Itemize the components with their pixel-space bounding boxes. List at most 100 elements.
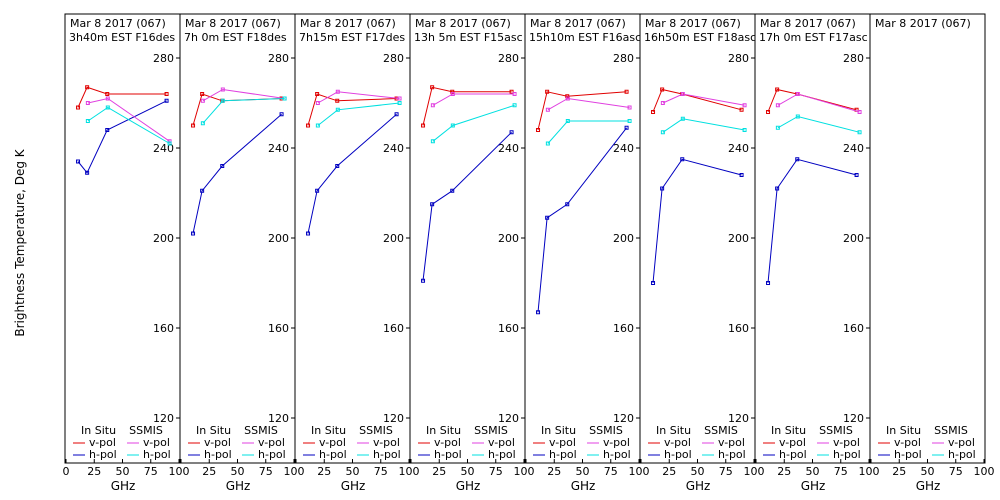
- x-tick-label-7-100: 100: [974, 465, 995, 478]
- x-tick-label-2-25: 25: [317, 465, 331, 478]
- point-insitu-h-1-3: [279, 112, 284, 117]
- panel-title-0: Mar 8 2017 (067): [70, 17, 166, 30]
- point-ssmis-h-2-0: [315, 123, 320, 128]
- legend-label-ssmis-h-6: h-pol: [833, 448, 861, 461]
- y-tick-label-1-160: 160: [268, 322, 289, 335]
- x-tick-label-0-100: 100: [169, 465, 190, 478]
- legend-insitu-6: In Situ: [771, 424, 806, 437]
- point-ssmis-v-6-1: [795, 92, 800, 96]
- point-insitu-h-2-2: [335, 164, 340, 168]
- point-ssmis-h-6-2: [857, 130, 862, 135]
- y-tick-label-5-240: 240: [728, 142, 749, 155]
- series-line-insitu-v-6: [767, 88, 857, 113]
- legend-label-ssmis-v-6: v-pol: [833, 436, 860, 449]
- point-insitu-v-4-3: [624, 89, 629, 94]
- legend-insitu-1: In Situ: [196, 424, 231, 437]
- x-tick-label-2-100: 100: [399, 465, 420, 478]
- panel-title-1: Mar 8 2017 (067): [185, 17, 281, 30]
- x-tick-label-1-100: 100: [284, 465, 305, 478]
- point-ssmis-v-1-0: [200, 98, 205, 103]
- point-insitu-h-3-0: [421, 278, 426, 283]
- point-ssmis-h-1-2: [282, 96, 287, 101]
- point-insitu-h-5-0: [651, 281, 656, 285]
- legend-label-insitu-h-6: h-pol: [779, 448, 807, 461]
- y-tick-label-4-200: 200: [613, 232, 634, 245]
- legend-ssmis-0: SSMIS: [129, 424, 163, 437]
- point-insitu-h-6-0: [766, 281, 771, 285]
- point-insitu-h-3-2: [450, 188, 455, 193]
- series-line-ssmis-v-4: [547, 97, 630, 111]
- point-insitu-h-4-3: [624, 125, 629, 130]
- legend-insitu-3: In Situ: [426, 424, 461, 437]
- point-insitu-v-0-3: [164, 92, 169, 96]
- panel-title-7: Mar 8 2017 (067): [875, 17, 971, 30]
- x-tick-label-7-25: 25: [892, 465, 906, 478]
- point-ssmis-h-5-1: [680, 116, 685, 121]
- y-tick-label-5-200: 200: [728, 232, 749, 245]
- point-insitu-v-3-0: [421, 123, 426, 128]
- legend-label-insitu-h-2: h-pol: [319, 448, 347, 461]
- point-ssmis-v-0-0: [85, 101, 90, 105]
- x-tick-label-4-75: 75: [604, 465, 618, 478]
- point-insitu-h-0-2: [105, 128, 110, 132]
- legend-label-insitu-v-3: v-pol: [434, 436, 461, 449]
- legend-label-insitu-v-4: v-pol: [549, 436, 576, 449]
- panel-frame-7: [869, 13, 986, 464]
- y-tick-label-1-280: 280: [268, 52, 289, 65]
- legend-label-ssmis-v-5: v-pol: [718, 436, 745, 449]
- y-tick-label-6-280: 280: [843, 52, 864, 65]
- point-insitu-v-4-2: [565, 94, 570, 99]
- point-insitu-v-4-0: [536, 128, 541, 132]
- y-tick-label-2-120: 120: [383, 412, 404, 425]
- legend-label-ssmis-v-4: v-pol: [603, 436, 630, 449]
- series-line-insitu-h-1: [192, 113, 282, 234]
- point-ssmis-v-5-1: [680, 92, 685, 96]
- x-tick-label-0-25: 25: [87, 465, 101, 478]
- y-tick-label-0-160: 160: [153, 322, 174, 335]
- x-tick-label-5-25: 25: [662, 465, 676, 478]
- y-tick-label-6-240: 240: [843, 142, 864, 155]
- legend-label-ssmis-h-5: h-pol: [718, 448, 746, 461]
- point-ssmis-v-3-2: [512, 92, 517, 96]
- series-line-ssmis-v-6: [777, 93, 860, 113]
- x-tick-label-6-50: 50: [806, 465, 820, 478]
- y-tick-label-3-240: 240: [498, 142, 519, 155]
- series-line-insitu-h-5: [652, 158, 742, 284]
- x-tick-label-1-75: 75: [259, 465, 273, 478]
- point-ssmis-v-6-0: [775, 103, 780, 108]
- x-axis-label-0: GHz: [111, 479, 136, 493]
- x-tick-label-6-100: 100: [859, 465, 880, 478]
- point-ssmis-h-2-2: [397, 101, 402, 105]
- point-ssmis-h-1-1: [220, 98, 225, 103]
- x-tick-label-1-50: 50: [231, 465, 245, 478]
- y-axis-label: Brightness Temperature, Deg K: [13, 148, 27, 336]
- legend-label-insitu-h-0: h-pol: [89, 448, 117, 461]
- legend-insitu-5: In Situ: [656, 424, 691, 437]
- y-tick-label-0-280: 280: [153, 52, 174, 65]
- legend-label-insitu-v-1: v-pol: [204, 436, 231, 449]
- x-tick-label-7-50: 50: [921, 465, 935, 478]
- legend-label-ssmis-v-3: v-pol: [488, 436, 515, 449]
- series-line-ssmis-v-3: [432, 93, 515, 106]
- panel-subtitle-2: 7h15m EST F17des: [299, 31, 405, 44]
- point-ssmis-h-2-1: [335, 107, 340, 112]
- x-tick-label-2-75: 75: [374, 465, 388, 478]
- point-insitu-h-3-3: [509, 130, 514, 135]
- series-line-ssmis-h-3: [432, 104, 515, 142]
- y-tick-label-2-280: 280: [383, 52, 404, 65]
- point-insitu-v-2-1: [315, 92, 320, 96]
- x-tick-label-5-100: 100: [744, 465, 765, 478]
- panel-subtitle-1: 7h 0m EST F18des: [184, 31, 287, 44]
- x-tick-label-3-100: 100: [514, 465, 535, 478]
- series-line-insitu-v-2: [307, 93, 397, 126]
- legend-label-ssmis-v-2: v-pol: [373, 436, 400, 449]
- legend-label-insitu-h-7: h-pol: [894, 448, 922, 461]
- x-tick-label-1-25: 25: [202, 465, 216, 478]
- point-insitu-v-5-0: [651, 110, 656, 114]
- legend-label-ssmis-h-4: h-pol: [603, 448, 631, 461]
- x-tick-label-3-25: 25: [432, 465, 446, 478]
- y-tick-label-5-160: 160: [728, 322, 749, 335]
- point-ssmis-h-6-1: [795, 114, 800, 119]
- point-insitu-h-2-1: [315, 188, 320, 193]
